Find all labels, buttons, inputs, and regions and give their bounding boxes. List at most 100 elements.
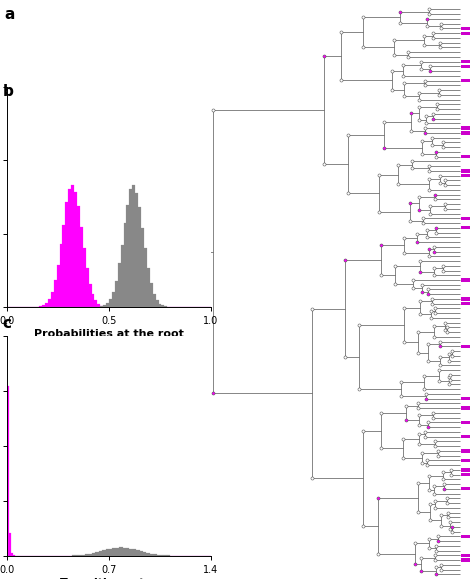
Bar bbox=[115, 281, 118, 307]
Text: a: a bbox=[5, 7, 15, 22]
Bar bbox=[141, 228, 144, 307]
X-axis label: Transition rates: Transition rates bbox=[60, 578, 158, 579]
Bar bbox=[82, 555, 85, 556]
Bar bbox=[461, 126, 470, 130]
Bar bbox=[126, 548, 129, 556]
Bar bbox=[160, 555, 164, 556]
Bar bbox=[461, 421, 470, 424]
Bar bbox=[109, 299, 112, 307]
Bar bbox=[461, 406, 470, 410]
Bar bbox=[56, 265, 60, 307]
Bar bbox=[461, 558, 470, 562]
Bar bbox=[461, 278, 470, 281]
Text: b: b bbox=[2, 84, 13, 99]
Bar bbox=[132, 185, 135, 307]
Bar bbox=[60, 244, 63, 307]
Bar bbox=[97, 303, 100, 307]
Bar bbox=[124, 222, 127, 307]
Text: c: c bbox=[2, 316, 11, 331]
Bar bbox=[127, 205, 129, 307]
Bar bbox=[68, 189, 71, 307]
Bar bbox=[461, 473, 470, 477]
Bar bbox=[162, 305, 164, 307]
Bar bbox=[63, 225, 65, 307]
Bar bbox=[461, 459, 470, 462]
Bar bbox=[51, 292, 54, 307]
Bar bbox=[461, 226, 470, 229]
Bar bbox=[138, 207, 141, 307]
Bar bbox=[11, 553, 13, 556]
Bar bbox=[461, 32, 470, 35]
Bar bbox=[116, 548, 119, 556]
Bar bbox=[135, 193, 138, 307]
Bar bbox=[143, 552, 146, 556]
Bar bbox=[83, 248, 86, 307]
Bar bbox=[461, 217, 470, 220]
Bar bbox=[461, 155, 470, 158]
Bar bbox=[461, 27, 470, 30]
Bar bbox=[461, 131, 470, 134]
Bar bbox=[54, 280, 56, 307]
Bar bbox=[85, 554, 89, 556]
Bar bbox=[102, 550, 106, 556]
Bar bbox=[461, 302, 470, 305]
Bar bbox=[119, 547, 123, 556]
Bar bbox=[106, 303, 109, 307]
Bar bbox=[461, 79, 470, 82]
Bar bbox=[461, 345, 470, 348]
Bar bbox=[461, 468, 470, 471]
Bar bbox=[48, 299, 51, 307]
Bar bbox=[92, 553, 95, 556]
Bar bbox=[150, 554, 153, 556]
Bar bbox=[77, 206, 80, 307]
Bar bbox=[65, 202, 68, 307]
Bar bbox=[45, 303, 48, 307]
Bar bbox=[156, 555, 160, 556]
Bar bbox=[7, 386, 9, 556]
Bar bbox=[158, 303, 162, 307]
Bar bbox=[89, 554, 92, 556]
Bar bbox=[153, 294, 155, 307]
Bar bbox=[144, 248, 147, 307]
Bar bbox=[109, 548, 112, 556]
Bar bbox=[94, 301, 97, 307]
Bar bbox=[112, 548, 116, 556]
Bar bbox=[155, 300, 158, 307]
Bar bbox=[461, 169, 470, 173]
Bar bbox=[89, 284, 91, 307]
Bar bbox=[80, 228, 83, 307]
Bar bbox=[461, 534, 470, 538]
Bar bbox=[461, 435, 470, 438]
Bar bbox=[78, 555, 82, 556]
Bar bbox=[461, 298, 470, 301]
Bar bbox=[150, 283, 153, 307]
Bar bbox=[103, 305, 106, 307]
Bar bbox=[146, 553, 150, 556]
Bar bbox=[95, 552, 99, 556]
Bar bbox=[461, 487, 470, 490]
Bar bbox=[86, 268, 89, 307]
Bar bbox=[164, 306, 167, 307]
Bar bbox=[147, 268, 150, 307]
Bar bbox=[9, 533, 11, 556]
Bar bbox=[123, 548, 126, 556]
Bar bbox=[42, 305, 45, 307]
Bar bbox=[461, 60, 470, 63]
Bar bbox=[74, 192, 77, 307]
Bar bbox=[99, 551, 102, 556]
Bar bbox=[129, 549, 133, 556]
Bar bbox=[153, 554, 156, 556]
Bar bbox=[112, 292, 115, 307]
Bar bbox=[461, 174, 470, 177]
Bar bbox=[133, 549, 136, 556]
Bar bbox=[106, 549, 109, 556]
Bar bbox=[75, 555, 78, 556]
Bar bbox=[461, 449, 470, 453]
Bar bbox=[100, 306, 103, 307]
Bar bbox=[461, 554, 470, 557]
Bar bbox=[129, 189, 132, 307]
Bar bbox=[461, 397, 470, 400]
Bar bbox=[71, 185, 74, 307]
X-axis label: Probabilities at the root: Probabilities at the root bbox=[34, 329, 184, 339]
Bar bbox=[140, 551, 143, 556]
